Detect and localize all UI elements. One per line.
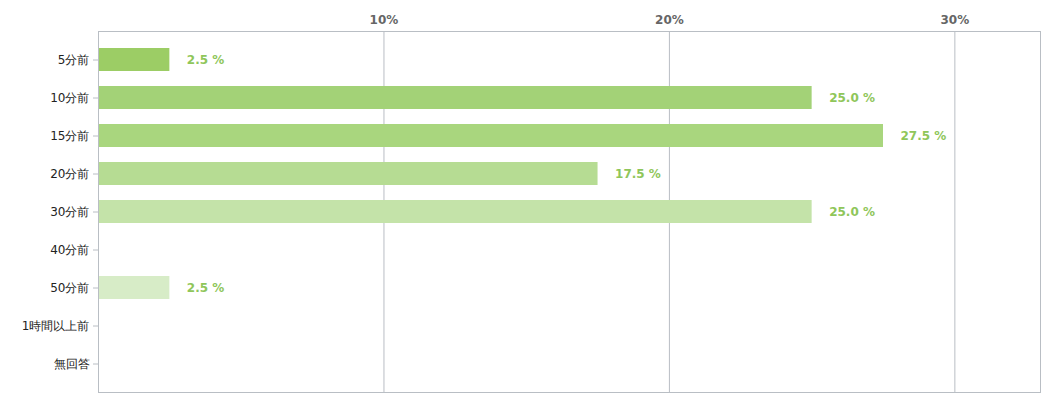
svg-text:30%: 30% xyxy=(940,13,969,27)
svg-text:15分前: 15分前 xyxy=(50,129,89,143)
svg-text:1時間以上前: 1時間以上前 xyxy=(22,319,90,333)
svg-text:30分前: 30分前 xyxy=(50,205,89,219)
svg-text:20分前: 20分前 xyxy=(50,167,89,181)
svg-text:40分前: 40分前 xyxy=(50,243,89,257)
svg-text:20%: 20% xyxy=(655,13,684,27)
svg-text:50分前: 50分前 xyxy=(50,281,89,295)
svg-text:27.5 %: 27.5 % xyxy=(901,129,947,143)
svg-text:10%: 10% xyxy=(370,13,399,27)
svg-text:2.5 %: 2.5 % xyxy=(187,53,224,67)
svg-text:25.0 %: 25.0 % xyxy=(829,91,875,105)
svg-text:無回答: 無回答 xyxy=(54,357,90,371)
svg-text:2.5 %: 2.5 % xyxy=(187,281,224,295)
svg-text:5分前: 5分前 xyxy=(58,53,90,67)
svg-text:10分前: 10分前 xyxy=(50,91,89,105)
svg-text:17.5 %: 17.5 % xyxy=(615,167,661,181)
svg-text:25.0 %: 25.0 % xyxy=(829,205,875,219)
